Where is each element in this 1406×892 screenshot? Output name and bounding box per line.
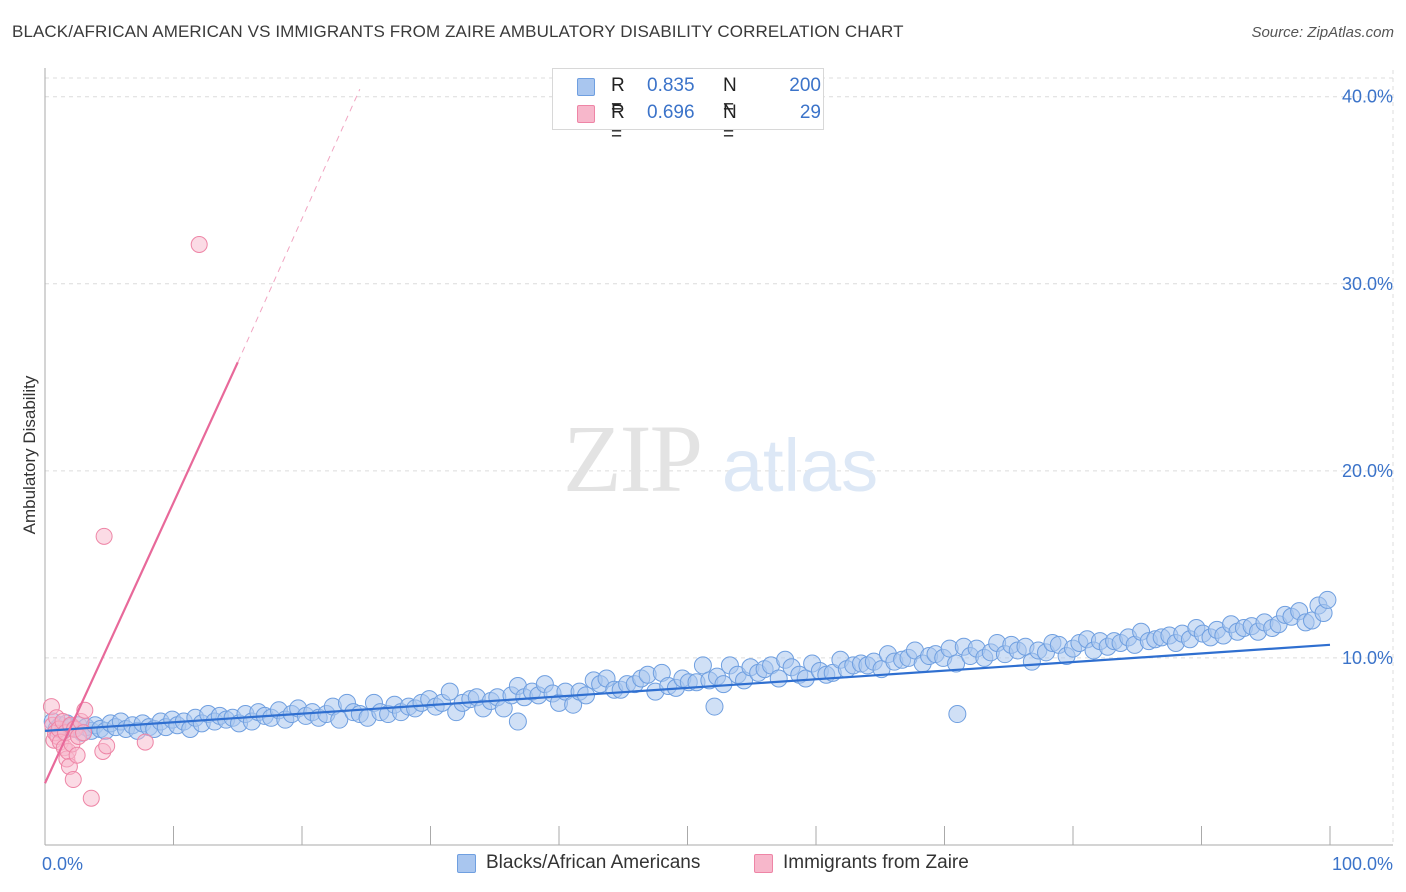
x-tick-label: 0.0% — [42, 854, 83, 874]
watermark-atlas: atlas — [722, 424, 878, 507]
correlation-legend: R = 0.835 N = 200 R = 0.696 N = 29 — [552, 68, 824, 145]
legend-swatch-pink — [754, 854, 773, 873]
watermark: ZIP atlas — [563, 405, 878, 512]
source-label: Source: ZipAtlas.com — [1251, 24, 1394, 41]
data-point-zaire — [190, 235, 208, 253]
series-legend: Blacks/African Americans Immigrants from… — [0, 852, 1406, 876]
data-point-blacks — [693, 656, 712, 675]
trend-line-zaire — [43, 361, 239, 784]
data-point-zaire — [82, 789, 100, 807]
series-immigrants-from-zaire — [42, 235, 208, 807]
axes — [44, 68, 1393, 846]
trend-lines — [43, 89, 1331, 784]
legend-label-blacks: Blacks/African Americans — [486, 852, 701, 873]
gridlines — [45, 70, 1394, 845]
legend-n-label: N = — [723, 75, 737, 118]
trend-line-zaire-extension — [237, 89, 361, 363]
y-tick-label: 20.0% — [1342, 461, 1393, 481]
data-point-zaire — [95, 527, 113, 545]
data-point-blacks — [948, 705, 967, 724]
data-point-blacks — [440, 682, 459, 701]
y-tick-label: 40.0% — [1342, 87, 1393, 107]
legend-n-value: 200 — [789, 75, 821, 96]
y-axis-label: Ambulatory Disability — [20, 375, 39, 534]
data-point-blacks — [947, 654, 966, 673]
legend-r-label: R = — [611, 102, 625, 145]
legend-label-zaire: Immigrants from Zaire — [783, 852, 969, 873]
data-point-zaire — [98, 737, 116, 755]
y-tick-label: 10.0% — [1342, 648, 1393, 668]
legend-r-value: 0.696 — [647, 102, 695, 123]
data-point-zaire — [136, 733, 154, 751]
legend-swatch-pink — [577, 105, 595, 123]
legend-r-value: 0.835 — [647, 75, 695, 96]
legend-n-label: N = — [723, 102, 737, 145]
watermark-zip: ZIP — [563, 405, 701, 512]
x-tick-label: 100.0% — [1332, 854, 1393, 874]
trend-line-blacks — [44, 643, 1331, 732]
legend-swatch-blue — [457, 854, 476, 873]
data-point-zaire — [64, 771, 82, 789]
data-point-blacks — [1318, 590, 1337, 609]
data-point-zaire — [68, 746, 86, 764]
legend-r-label: R = — [611, 75, 625, 118]
legend-swatch-blue — [577, 78, 595, 96]
y-tick-label: 30.0% — [1342, 274, 1393, 294]
chart-title: BLACK/AFRICAN AMERICAN VS IMMIGRANTS FRO… — [12, 22, 904, 41]
data-point-blacks — [508, 712, 527, 731]
tick-labels: 10.0% 20.0% 30.0% 40.0% 0.0% 100.0% — [42, 87, 1393, 874]
data-point-blacks — [705, 697, 724, 716]
legend-n-value: 29 — [799, 102, 821, 123]
